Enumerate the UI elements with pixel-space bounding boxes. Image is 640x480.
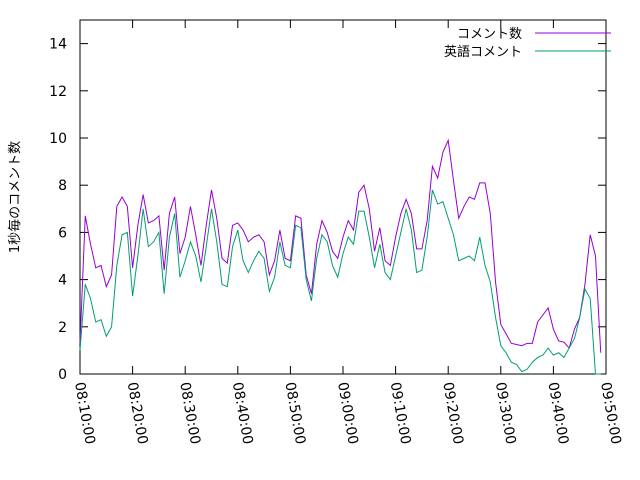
y-tick-label: 6 bbox=[58, 225, 67, 241]
x-tick-label: 08:10:00 bbox=[71, 381, 98, 446]
x-tick-label: 09:20:00 bbox=[439, 381, 466, 446]
y-tick-label: 0 bbox=[58, 367, 67, 383]
x-tick-label: 08:30:00 bbox=[176, 381, 203, 446]
series-line-0 bbox=[79, 138, 602, 353]
plot-frame bbox=[79, 19, 607, 375]
x-tick-label: 08:40:00 bbox=[229, 381, 256, 446]
legend-label-0: コメント数 bbox=[457, 27, 522, 42]
legend-label-1: 英語コメント bbox=[444, 44, 522, 60]
axes-layer: 0 2 4 6 8 10 12 14 08:10:00 08:20:00 08:30:00 08:40… bbox=[49, 19, 624, 446]
x-tick-label: 08:20:00 bbox=[124, 381, 151, 446]
x-tick-label: 08:50:00 bbox=[281, 381, 308, 446]
y-tick-label: 14 bbox=[49, 37, 67, 53]
series-layer bbox=[79, 138, 602, 375]
y-tick-label: 8 bbox=[58, 178, 67, 194]
x-tick-label: 09:50:00 bbox=[597, 381, 624, 446]
x-tick-label: 09:00:00 bbox=[334, 381, 361, 446]
y-axis-label: 1秒毎のコメント数 bbox=[7, 141, 23, 253]
y-tick-label: 4 bbox=[58, 273, 67, 289]
series-line-1 bbox=[79, 189, 601, 375]
x-tick-label: 09:10:00 bbox=[387, 381, 414, 446]
x-tick-label: 09:40:00 bbox=[544, 381, 571, 446]
y-tick-label: 10 bbox=[49, 131, 67, 147]
y-tick-label: 12 bbox=[49, 84, 67, 100]
x-tick-label: 09:30:00 bbox=[492, 381, 519, 446]
y-tick-label: 2 bbox=[58, 320, 67, 336]
